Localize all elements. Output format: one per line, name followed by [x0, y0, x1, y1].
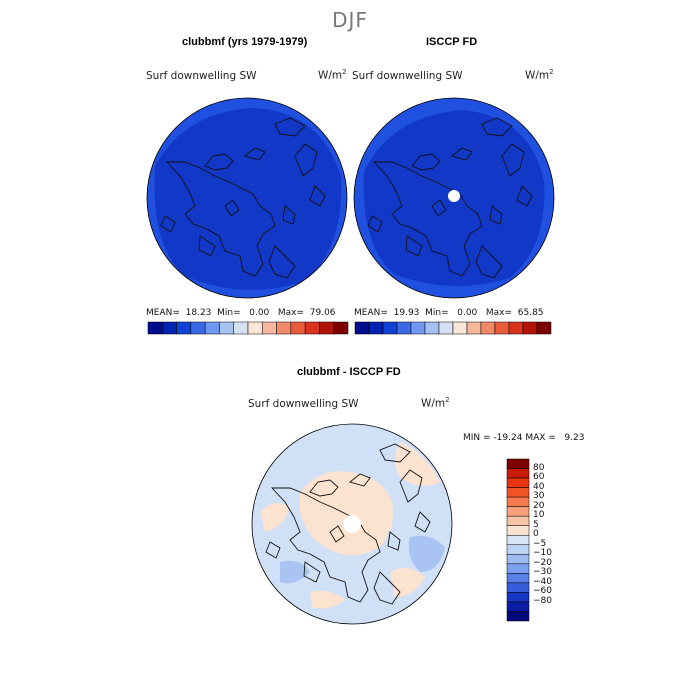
diff-region-blue-e — [408, 535, 445, 572]
panel1-colorbar-labels — [148, 335, 348, 347]
panel2-colorbar-labels — [355, 335, 551, 347]
diff-colorbar-swatch — [506, 487, 530, 498]
panel2-variable: Surf downwelling SW — [352, 70, 463, 82]
colorbar-swatch — [190, 321, 206, 335]
diff-colorbar-swatch — [506, 458, 530, 469]
diff-region-peach-se — [390, 568, 425, 597]
diff-colorbar-tick-label: −60 — [533, 586, 552, 597]
diff-colorbar-swatch — [506, 468, 530, 479]
colorbar-swatch — [276, 321, 292, 335]
colorbar-swatch — [508, 321, 524, 335]
panel1-coastlines — [160, 117, 326, 279]
colorbar-swatch — [319, 321, 334, 335]
colorbar-swatch — [424, 321, 440, 335]
diff-colorbar-swatch — [506, 506, 530, 517]
diff-title: clubbmf - ISCCP FD — [297, 366, 401, 378]
colorbar-swatch — [176, 321, 192, 335]
diff-colorbar-swatch — [506, 534, 530, 546]
diff-colorbar-tick-label: −30 — [533, 567, 552, 578]
colorbar-swatch — [438, 321, 454, 335]
diff-colorbar-swatch — [506, 573, 530, 584]
colorbar-swatch — [219, 321, 234, 335]
diff-units: W/m2 — [421, 396, 450, 410]
colorbar-swatch — [536, 321, 552, 335]
diff-colorbar-tick-label: −10 — [533, 548, 552, 559]
colorbar-swatch — [204, 321, 220, 335]
panel2-polar-map — [353, 97, 555, 299]
diff-colorbar-swatch — [506, 515, 530, 526]
colorbar-swatch — [354, 321, 370, 335]
diff-colorbar-swatch — [506, 554, 530, 565]
panel1-title: clubbmf (yrs 1979-1979) — [182, 36, 308, 48]
colorbar-swatch — [247, 321, 263, 335]
diff-stats: MIN = -19.24 MAX = 9.23 — [463, 433, 585, 443]
panel2-units: W/m2 — [525, 68, 554, 82]
colorbar-swatch — [333, 321, 349, 335]
panel1-stats: MEAN= 18.23 Min= 0.00 Max= 79.06 — [146, 308, 336, 318]
diff-colorbar-tick-label: 10 — [533, 510, 545, 521]
diff-colorbar-tick-label: −5 — [533, 538, 547, 549]
diff-region-blue-sw — [280, 560, 310, 584]
diff-colorbar-tick-label: 20 — [533, 500, 545, 511]
panel2-stats: MEAN= 19.93 Min= 0.00 Max= 65.85 — [354, 308, 544, 318]
diff-colorbar — [506, 458, 530, 622]
colorbar-swatch — [382, 321, 398, 335]
colorbar-swatch — [452, 321, 468, 335]
colorbar-swatch — [410, 321, 426, 335]
diff-colorbar-tick-label: 40 — [533, 481, 545, 492]
panel2-colorbar — [354, 321, 552, 335]
panel2-pole-hole — [448, 190, 460, 202]
colorbar-swatch — [480, 321, 496, 335]
diff-colorbar-tick-label: 0 — [533, 529, 539, 540]
colorbar-swatch — [494, 321, 510, 335]
diff-polar-map — [251, 423, 453, 625]
diff-region-peach-s — [310, 590, 345, 609]
diff-colorbar-tick-label: 60 — [533, 472, 545, 483]
panel1-units: W/m2 — [318, 68, 347, 82]
colorbar-swatch — [368, 321, 384, 335]
colorbar-swatch — [262, 321, 277, 335]
season-title: DJF — [332, 8, 368, 32]
colorbar-swatch — [162, 321, 177, 335]
panel1-colorbar — [147, 321, 349, 335]
diff-colorbar-tick-label: 80 — [533, 462, 545, 473]
colorbar-swatch — [147, 321, 163, 335]
diff-colorbar-labels: 80 60 40 30 20 10 5 0 −5 −10 −20 −30 −40 −60 −80 — [533, 459, 573, 621]
diff-colorbar-tick-label: −20 — [533, 557, 552, 568]
diff-colorbar-swatch — [506, 611, 530, 622]
colorbar-swatch — [304, 321, 320, 335]
diff-colorbar-swatch — [506, 592, 530, 603]
diff-colorbar-swatch — [506, 544, 530, 555]
diff-region-peach-center — [300, 471, 394, 556]
panel2-coastlines — [367, 117, 533, 279]
diff-colorbar-tick-label: −40 — [533, 576, 552, 587]
diff-colorbar-swatch — [506, 601, 530, 612]
diff-region-peach-w — [260, 503, 290, 532]
diff-colorbar-swatch — [506, 496, 530, 507]
panel1-polar-map — [146, 97, 348, 299]
colorbar-swatch — [522, 321, 538, 335]
panel1-map-inner — [154, 108, 342, 290]
colorbar-swatch — [233, 321, 249, 335]
panel2-title: ISCCP FD — [426, 36, 478, 48]
colorbar-swatch — [290, 321, 306, 335]
diff-colorbar-swatch — [506, 563, 530, 574]
colorbar-swatch — [396, 321, 412, 335]
diff-coastlines — [265, 443, 431, 605]
diff-colorbar-swatch — [506, 477, 530, 488]
colorbar-swatch — [466, 321, 482, 335]
diff-variable: Surf downwelling SW — [248, 398, 359, 410]
diff-colorbar-swatch — [506, 525, 530, 536]
diff-colorbar-tick-label: 30 — [533, 491, 545, 502]
diff-pole-hole — [343, 515, 361, 533]
diff-colorbar-tick-label: −80 — [533, 595, 552, 606]
diff-colorbar-swatch — [506, 582, 530, 593]
panel1-variable: Surf downwelling SW — [146, 70, 257, 82]
diff-colorbar-tick-label: 5 — [533, 519, 539, 530]
